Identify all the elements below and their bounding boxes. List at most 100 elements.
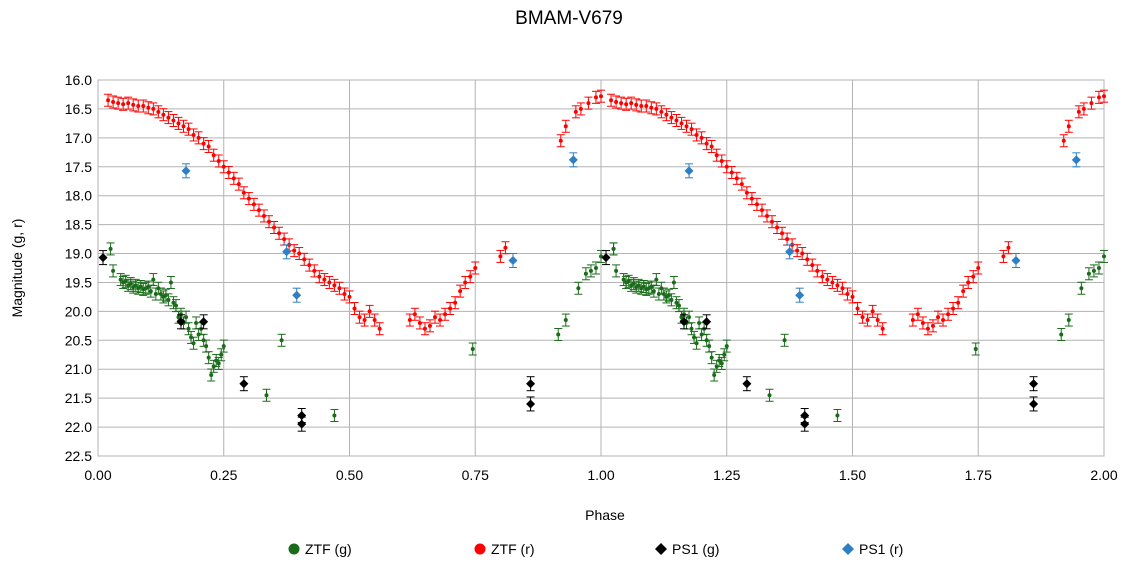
data-point [593,266,598,270]
data-point [641,284,646,289]
data-point [194,320,199,325]
data-point [614,268,619,273]
data-point [800,411,810,421]
data-point [1029,399,1039,409]
data-point [151,106,156,111]
data-point [739,182,744,187]
data-point [123,279,128,284]
data-point [976,266,981,270]
data-point [586,101,591,106]
data-point [1086,271,1091,276]
data-point [148,289,153,294]
legend-item: ZTF (g) [288,541,352,557]
data-point [593,95,598,100]
data-point [767,393,772,398]
data-point [176,315,181,320]
legend-item: PS1 (g) [655,541,719,557]
data-point [231,176,236,181]
x-tick-label: 0.00 [84,467,111,483]
data-point [236,182,241,187]
legend: ZTF (g) ZTF (r) PS1 (g) PS1 (r) [0,541,1138,563]
data-point [367,309,372,314]
data-point [1102,94,1106,99]
y-axis-title: Magnitude (g, r) [9,219,25,318]
data-point [1011,255,1021,265]
data-point [795,248,800,253]
data-point [724,164,729,169]
data-point [729,170,734,175]
data-point [327,280,332,285]
data-point [151,277,156,282]
data-point [860,315,865,320]
data-point [644,104,649,109]
series-ps1-g [98,250,1039,432]
data-point [166,297,171,302]
y-tick-label: 16.5 [65,101,92,117]
data-point [850,294,855,299]
data-point [181,124,186,129]
data-point [503,245,508,250]
data-point [111,99,116,104]
data-point [649,105,654,110]
data-point [676,303,681,308]
data-point [845,292,850,297]
data-point [357,315,362,320]
x-tick-label: 2.00 [1090,467,1117,483]
data-point [226,170,231,175]
data-point [279,338,284,343]
chart-title: BMAM-V679 [515,8,623,29]
data-point [971,274,976,279]
data-point [679,121,684,126]
data-point [352,306,357,311]
data-point [583,271,588,276]
data-point [526,379,536,389]
data-point [734,176,739,181]
data-point [98,253,108,263]
data-point [1061,138,1066,143]
data-point [659,109,664,114]
data-point [219,352,224,357]
data-point [684,124,689,129]
data-point [936,315,941,320]
data-point [961,289,966,294]
data-point [214,358,219,363]
data-point [875,318,880,323]
data-point [498,254,503,259]
data-point [840,286,845,291]
data-point [1066,318,1071,323]
data-point [191,341,196,346]
data-point [800,251,805,256]
y-tick-label: 16.0 [65,72,92,88]
data-point [624,102,629,107]
data-point [251,202,256,207]
data-point [106,98,111,103]
data-point [372,318,377,323]
data-point [609,98,614,103]
data-point [332,413,337,418]
data-point [184,315,189,320]
data-point [433,315,438,320]
data-point [161,112,166,117]
data-point [427,323,432,328]
data-point [674,300,679,305]
data-point [417,320,422,325]
data-point [687,315,692,320]
data-point [619,101,624,106]
data-point [206,355,211,360]
data-point [267,219,272,224]
data-point [815,268,820,273]
data-point [578,106,583,111]
data-point [689,326,694,331]
data-point [453,300,458,305]
data-point [272,225,277,230]
data-point [941,318,946,323]
data-point [679,315,684,320]
data-point [576,286,581,291]
x-tick-label: 1.75 [965,467,992,483]
data-point [196,135,201,140]
data-point [332,283,337,288]
data-point [211,153,216,158]
legend-label: PS1 (r) [859,541,904,557]
data-point [302,257,307,262]
data-point [810,263,815,268]
